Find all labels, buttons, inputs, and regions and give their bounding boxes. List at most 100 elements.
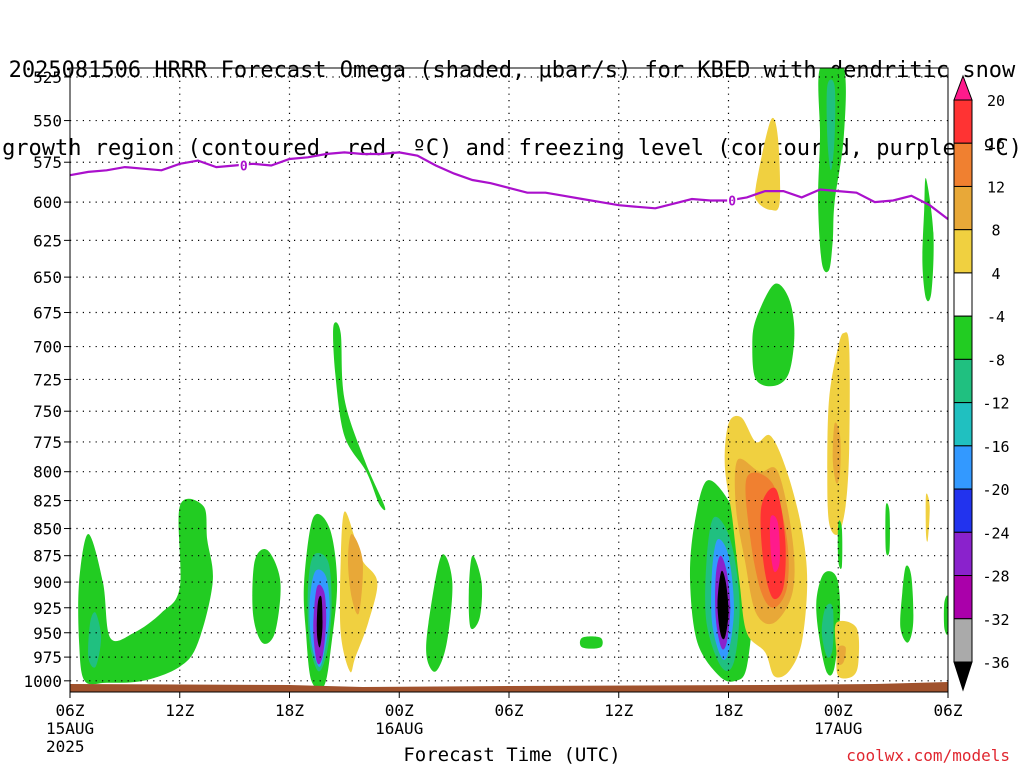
- y-tick-label-1000: 1000: [23, 672, 62, 691]
- freezing-level-label-1: 0: [728, 195, 736, 210]
- y-tick-label-775: 775: [33, 433, 62, 452]
- freezing-level-label-0: 0: [240, 159, 248, 174]
- colorbar-top-arrow: [953, 74, 973, 101]
- colorbar-label-10: -24: [982, 524, 1009, 542]
- y-tick-label-825: 825: [33, 492, 62, 511]
- omega-shades: [78, 68, 948, 690]
- y-tick-label-750: 750: [33, 402, 62, 421]
- y-tick-label-600: 600: [33, 193, 62, 212]
- omega-region-green-04z: [468, 555, 483, 630]
- omega-region-orange-01z: [832, 422, 841, 484]
- omega-region-black-17z: [717, 570, 729, 640]
- omega-region-green-02z: [426, 554, 453, 672]
- colorbar-label-13: -36: [982, 654, 1009, 672]
- omega-region-yellow-0430z: [925, 493, 930, 542]
- x-tick-label-2: 18Z: [275, 701, 304, 720]
- colorbar-label-9: -20: [982, 481, 1009, 499]
- ground-surface: [70, 682, 948, 692]
- x-tick-date-7: 17AUG: [814, 719, 862, 738]
- colorbar-label-2: 12: [987, 179, 1005, 197]
- colorbar-box-2: [953, 185, 973, 231]
- colorbar-box-10: [953, 531, 973, 577]
- y-tick-label-650: 650: [33, 268, 62, 287]
- omega-region-green-2030z-tall: [333, 322, 386, 511]
- omega-region-green-06z-low: [943, 595, 948, 635]
- y-tick-label-700: 700: [33, 338, 62, 357]
- x-tick-label-5: 12Z: [604, 701, 633, 720]
- y-tick-label-725: 725: [33, 370, 62, 389]
- colorbar-box-11: [953, 575, 973, 620]
- chart-title: 2025081506 HRRR Forecast Omega (shaded, …: [0, 6, 1024, 188]
- omega-region-yellow-2030z-top: [754, 117, 781, 211]
- omega-region-orange-22z: [348, 534, 363, 615]
- omega-region-magenta-20z: [769, 515, 780, 573]
- x-tick-label-4: 06Z: [495, 701, 524, 720]
- y-tick-label-800: 800: [33, 463, 62, 482]
- x-tick-label-6: 18Z: [714, 701, 743, 720]
- omega-region-green-1030z: [579, 636, 603, 649]
- colorbar: 20 16 12 8 4 -4 -8 -12 -16 -20 -24 -28 -32 -36: [953, 74, 1010, 692]
- omega-region-orange-0030z-low: [837, 645, 846, 665]
- chart-title-line1: 2025081506 HRRR Forecast Omega (shaded, …: [8, 58, 1016, 83]
- colorbar-label-6: -8: [987, 351, 1005, 369]
- colorbar-label-12: -32: [982, 611, 1009, 629]
- colorbar-box-6: [953, 358, 973, 404]
- omega-region-green-05z-high: [922, 177, 934, 302]
- omega-region-teal-sw: [88, 612, 102, 668]
- colorbar-box-9: [953, 488, 973, 533]
- freezing-level-label-bg-0: [238, 157, 249, 173]
- colorbar-box-4: [953, 272, 973, 317]
- ground-layer: [70, 682, 948, 692]
- omega-region-teal-2330z-low: [821, 603, 834, 658]
- x-tick-label-8: 06Z: [934, 701, 963, 720]
- colorbar-label-8: -16: [982, 438, 1009, 456]
- y-tick-label-850: 850: [33, 520, 62, 539]
- y-tick-label-950: 950: [33, 624, 62, 643]
- freezing-level-label-bg-1: [727, 192, 738, 208]
- y-tick-label-875: 875: [33, 547, 62, 566]
- colorbar-label-7: -12: [982, 395, 1009, 413]
- colorbar-label-4: 4: [991, 265, 1000, 283]
- colorbar-label-1: 16: [987, 135, 1005, 153]
- y-tick-label-900: 900: [33, 573, 62, 592]
- colorbar-box-12: [953, 618, 973, 663]
- omega-region-green-20z-mid: [752, 283, 795, 387]
- colorbar-bottom-arrow: [953, 661, 973, 692]
- freezing-level-layer: 00: [69, 151, 949, 220]
- y-tick-label-550: 550: [33, 112, 62, 131]
- omega-region-green-2330z-col: [818, 68, 846, 273]
- x-tick-label-3: 00Z: [385, 701, 414, 720]
- y-tick-label-525: 525: [33, 68, 62, 87]
- colorbar-box-8: [953, 445, 973, 490]
- omega-region-black-20z: [316, 595, 323, 648]
- colorbar-box-0: [953, 99, 973, 144]
- y-tick-label-975: 975: [33, 648, 62, 667]
- omega-region-green-13z: [252, 549, 281, 644]
- y-tick-label-575: 575: [33, 153, 62, 172]
- omega-shading-layer: [78, 68, 948, 690]
- colorbar-box-1: [953, 142, 973, 187]
- colorbar-box-5: [953, 315, 973, 360]
- y-tick-label-625: 625: [33, 231, 62, 250]
- colorbar-label-11: -28: [982, 568, 1009, 586]
- freezing-level-line: [69, 151, 949, 220]
- y-tick-label-675: 675: [33, 303, 62, 322]
- colorbar-label-5: -4: [987, 308, 1005, 326]
- x-tick-label-0: 06Z: [56, 701, 85, 720]
- y-axis-ticks: 525 550 575 600 625 650 675 700 725 750 775 800 825 8…: [23, 68, 70, 691]
- colorbar-label-3: 8: [991, 222, 1000, 240]
- x-tick-year-0: 2025: [46, 737, 85, 756]
- omega-region-teal-2330z-col: [826, 79, 836, 171]
- colorbar-box-7: [953, 402, 973, 447]
- x-tick-label-1: 12Z: [165, 701, 194, 720]
- omega-region-green-0330z: [885, 503, 890, 556]
- y-tick-label-925: 925: [33, 599, 62, 618]
- colorbar-label-0: 20: [987, 92, 1005, 110]
- omega-region-green-0430z: [900, 565, 914, 643]
- credit-text: coolwx.com/models: [846, 746, 1010, 765]
- colorbar-box-3: [953, 229, 973, 274]
- x-tick-date-3: 16AUG: [375, 719, 423, 738]
- omega-region-green-0030z-small: [837, 520, 843, 569]
